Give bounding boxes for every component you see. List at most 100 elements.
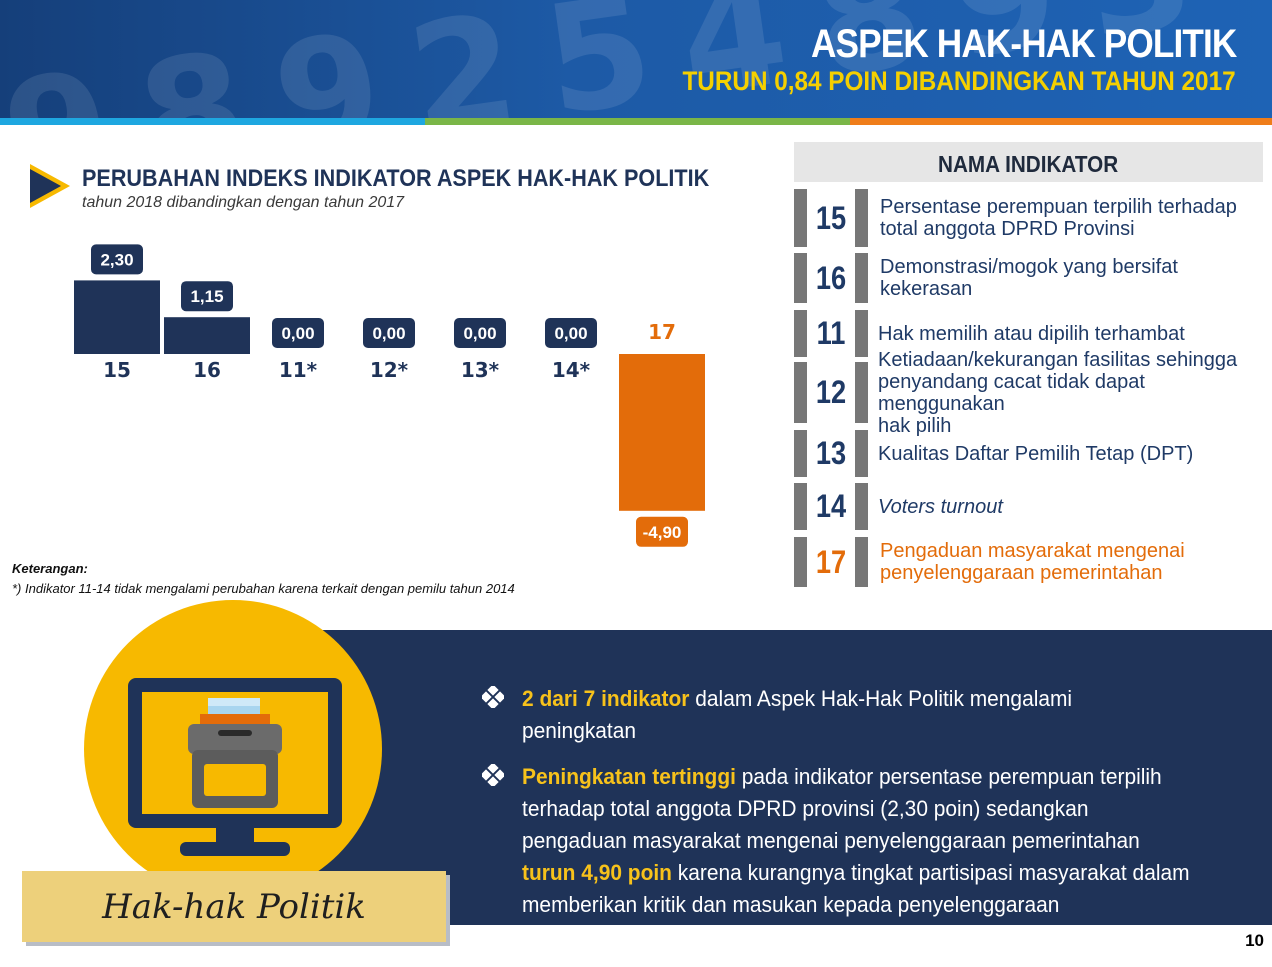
indicator-label: Hak memilih atau dipilih terhambat <box>878 310 1264 357</box>
indicator-label-line: Pengaduan masyarakat mengenai <box>880 540 1185 562</box>
category-label: 11* <box>279 358 318 382</box>
indicator-label: Voters turnout <box>878 483 1264 530</box>
bullet-text: karena kurangnya tingkat partisipasi mas… <box>522 860 1190 949</box>
row-marker-right <box>855 310 868 357</box>
topic-badge-text: Hak-hak Politik <box>102 886 366 927</box>
indicator-label: Demonstrasi/mogok yang bersifat kekerasa… <box>880 253 1264 303</box>
indicator-row: 11 Hak memilih atau dipilih terhambat <box>794 310 1264 357</box>
data-label: -4,90 <box>643 523 682 542</box>
bar <box>619 354 705 511</box>
note-text: *) Indikator 11-14 tidak mengalami perub… <box>12 581 515 596</box>
indicator-number: 14 <box>815 488 847 524</box>
indicator-row: 14 Voters turnout <box>794 483 1264 530</box>
indicator-row: 15 Persentase perempuan terpilih terhada… <box>794 189 1264 247</box>
row-marker-left <box>794 189 807 247</box>
highlight-text: Peningkatan tertinggi <box>522 764 736 789</box>
indicator-label-line: hak pilih <box>878 414 952 437</box>
indicator-label: Persentase perempuan terpilih terhadap t… <box>880 189 1264 247</box>
row-marker-right <box>855 253 868 303</box>
indicator-label-line: kekerasan <box>880 278 973 300</box>
row-marker-right <box>855 537 868 587</box>
indicator-row: 17 Pengaduan masyarakat mengenai penyele… <box>794 537 1264 587</box>
row-marker-left <box>794 310 807 357</box>
indicator-number: 13 <box>815 435 847 471</box>
indicator-number: 17 <box>815 543 847 580</box>
data-label: 2,30 <box>100 250 133 269</box>
category-label: 15 <box>103 358 131 382</box>
indicator-label-line: total anggota DPRD Provinsi <box>880 218 1135 240</box>
summary-panel <box>300 630 1272 925</box>
row-marker-right <box>855 483 868 530</box>
indicator-number: 15 <box>815 199 847 236</box>
indicator-label-line: Demonstrasi/mogok yang bersifat <box>880 256 1178 278</box>
row-marker-left <box>794 537 807 587</box>
bullet-text: dalam Aspek Hak-Hak Politik mengalami pe… <box>522 686 1073 743</box>
indicator-number: 12 <box>815 374 847 410</box>
data-label-box <box>272 318 324 348</box>
data-label-box <box>636 516 688 547</box>
indicator-row: 16 Demonstrasi/mogok yang bersifat keker… <box>794 253 1264 303</box>
data-label: 0,00 <box>554 324 587 343</box>
indicator-panel-heading-text: NAMA INDIKATOR <box>938 151 1119 177</box>
data-label: 0,00 <box>281 324 314 343</box>
indicator-row: 13 Kualitas Daftar Pemilih Tetap (DPT) <box>794 430 1264 477</box>
row-marker-left <box>794 253 807 303</box>
data-label-box <box>181 281 233 312</box>
summary-bullet: 2 dari 7 indikator dalam Aspek Hak-Hak P… <box>482 683 1242 747</box>
category-label: 13* <box>461 358 500 382</box>
row-marker-right <box>855 189 868 247</box>
data-label: 0,00 <box>463 324 496 343</box>
category-label: 14* <box>552 358 591 382</box>
row-marker-left <box>794 430 807 477</box>
indicator-label-line: Voters turnout <box>878 495 1003 518</box>
chart-title: PERUBAHAN INDEKS INDIKATOR ASPEK HAK-HAK… <box>82 165 710 192</box>
data-label: 1,15 <box>190 287 223 306</box>
highlight-text: turun 4,90 poin <box>522 860 672 885</box>
page-title: ASPEK HAK-HAK POLITIK <box>810 22 1237 66</box>
header-banner: 9 8 9 2 5 4 8 9 3 ASPEK HAK-HAK POLITIK … <box>0 0 1272 118</box>
category-label: 12* <box>370 358 409 382</box>
indicator-label-line: penyelenggaraan pemerintahan <box>880 562 1163 584</box>
chevron-right-icon <box>30 164 70 208</box>
bullet-text: pada indikator persentase perempuan terp… <box>522 764 1162 853</box>
indicator-label-line: Hak memilih atau dipilih terhambat <box>878 322 1185 345</box>
row-marker-left <box>794 483 807 530</box>
diamond-bullet-icon <box>482 764 504 786</box>
indicator-label: Ketiadaan/kekurangan fasilitas sehingga … <box>878 349 1264 437</box>
row-marker-left <box>794 362 807 423</box>
page-number: 10 <box>1245 931 1264 950</box>
topic-badge: Hak-hak Politik <box>22 871 446 942</box>
indicator-number: 16 <box>815 259 847 296</box>
data-label: 0,00 <box>372 324 405 343</box>
summary-bullet: Peningkatan tertinggi pada indikator per… <box>482 761 1242 953</box>
indicator-panel-heading: NAMA INDIKATOR <box>794 142 1263 182</box>
note-title: Keterangan: <box>12 561 88 576</box>
indicator-label-line: Ketiadaan/kekurangan fasilitas sehingga <box>878 348 1238 371</box>
row-marker-right <box>855 362 868 423</box>
indicator-number: 11 <box>816 315 846 351</box>
data-label-box <box>545 318 597 348</box>
indicator-label-line: Persentase perempuan terpilih terhadap <box>880 196 1237 218</box>
page-subtitle: TURUN 0,84 POIN DIBANDINGKAN TAHUN 2017 <box>682 66 1236 96</box>
category-label: 17 <box>648 320 676 344</box>
data-label-box <box>91 244 143 275</box>
category-label: 16 <box>193 358 221 382</box>
summary-bullets: 2 dari 7 indikator dalam Aspek Hak-Hak P… <box>482 683 1242 967</box>
indicator-label: Kualitas Daftar Pemilih Tetap (DPT) <box>878 430 1264 477</box>
highlight-text: 2 dari 7 indikator <box>522 686 690 711</box>
indicator-row: 12 Ketiadaan/kekurangan fasilitas sehing… <box>794 349 1264 437</box>
bar <box>164 317 250 354</box>
indicator-label: Pengaduan masyarakat mengenai penyelengg… <box>880 537 1264 587</box>
bar <box>74 280 160 354</box>
header-stripe-green <box>425 118 850 125</box>
header-stripe-blue <box>0 118 425 125</box>
data-label-box <box>454 318 506 348</box>
diamond-bullet-icon <box>482 686 504 708</box>
row-marker-right <box>855 430 868 477</box>
ballot-box-monitor-icon <box>128 678 342 856</box>
indicator-label-line: penyandang cacat tidak dapat menggunakan <box>878 370 1145 415</box>
chart-subtitle: tahun 2018 dibandingkan dengan tahun 201… <box>82 194 405 211</box>
indicator-label-line: Kualitas Daftar Pemilih Tetap (DPT) <box>878 442 1194 465</box>
header-stripe-orange <box>850 118 1272 125</box>
bar-chart: 2,30 15 1,15 16 0,00 11* 0,00 12* 0,00 13* 0,00 14*… <box>74 244 705 547</box>
